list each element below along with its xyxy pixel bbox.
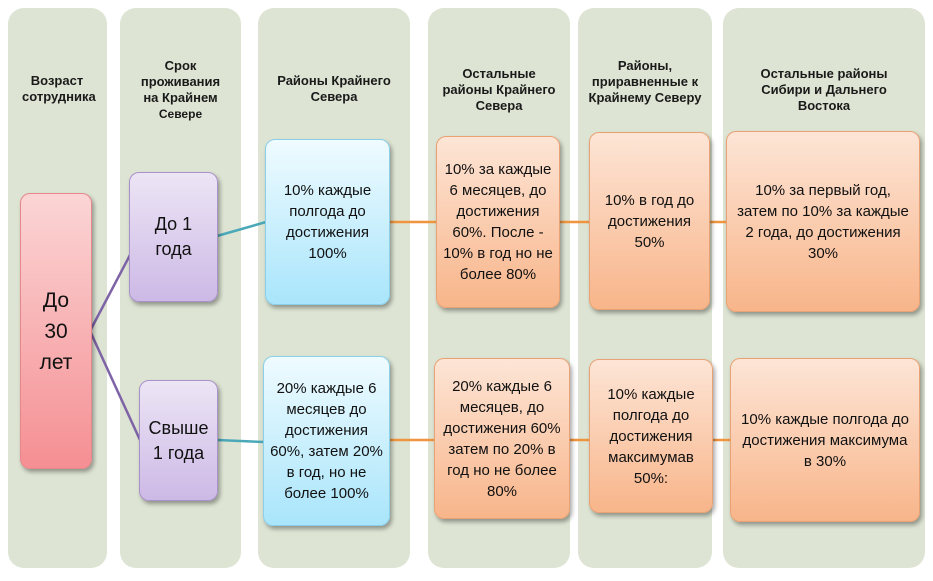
header-age: Возраст сотрудника: [22, 73, 96, 104]
header-residence-line3: Севере: [158, 107, 203, 121]
connector-age-to-over1: [88, 330, 142, 441]
far-north-row1-box: 10% каждые полгода до достижения 100%: [265, 139, 390, 305]
age-box-label: До 30 лет: [39, 288, 73, 374]
header-equated: Районы, приравненные к Крайнему Северу: [588, 58, 702, 105]
header-other-far-north: Остальные районы Крайнего Севера: [442, 66, 556, 113]
other-far-north-row2-box: 20% каждые 6 месяцев, до достижения 60% …: [434, 358, 570, 519]
siberia-row2-box: 10% каждые полгода до достижения максиму…: [730, 358, 920, 522]
equated-row2-text: 10% каждые полгода до достижения максиму…: [607, 385, 695, 487]
duration-label: Свыше 1 года: [148, 417, 209, 463]
far-north-row1-text: 10% каждые полгода до достижения 100%: [283, 182, 372, 262]
duration-box-over-1-year: Свыше 1 года: [139, 380, 218, 501]
siberia-row1-text: 10% за первый год, затем по 10% за кажды…: [737, 181, 909, 262]
connector-over1-to-far-north: [216, 438, 265, 444]
header-residence: Срок проживания на Крайнем Севере: [124, 58, 237, 122]
equated-row1-text: 10% в год до достижения 50%: [604, 191, 695, 251]
duration-box-under-1-year: До 1 года: [129, 172, 218, 302]
duration-label: До 1 года: [154, 214, 193, 259]
equated-row2-box: 10% каждые полгода до достижения максиму…: [589, 359, 713, 513]
header-residence-line1: Срок проживания: [140, 58, 221, 89]
equated-row1-box: 10% в год до достижения 50%: [589, 132, 710, 310]
header-far-north: Районы Крайнего Севера: [277, 73, 391, 104]
header-siberia: Остальные районы Сибири и Дальнего Восто…: [760, 66, 888, 113]
far-north-row2-box: 20% каждые 6 месяцев до достижения 60%, …: [263, 356, 390, 526]
far-north-row2-text: 20% каждые 6 месяцев до достижения 60%, …: [270, 380, 383, 502]
siberia-row1-box: 10% за первый год, затем по 10% за кажды…: [726, 131, 920, 312]
age-box: До 30 лет: [20, 193, 92, 469]
header-residence-line2: на Крайнем: [143, 90, 218, 105]
siberia-row2-text: 10% каждые полгода до достижения максиму…: [741, 410, 909, 470]
other-far-north-row1-text: 10% за каждые 6 месяцев, до достижения 6…: [443, 161, 553, 283]
connector-under1-to-far-north: [216, 220, 267, 238]
other-far-north-row1-box: 10% за каждые 6 месяцев, до достижения 6…: [436, 136, 560, 308]
other-far-north-row2-text: 20% каждые 6 месяцев, до достижения 60% …: [443, 377, 561, 500]
